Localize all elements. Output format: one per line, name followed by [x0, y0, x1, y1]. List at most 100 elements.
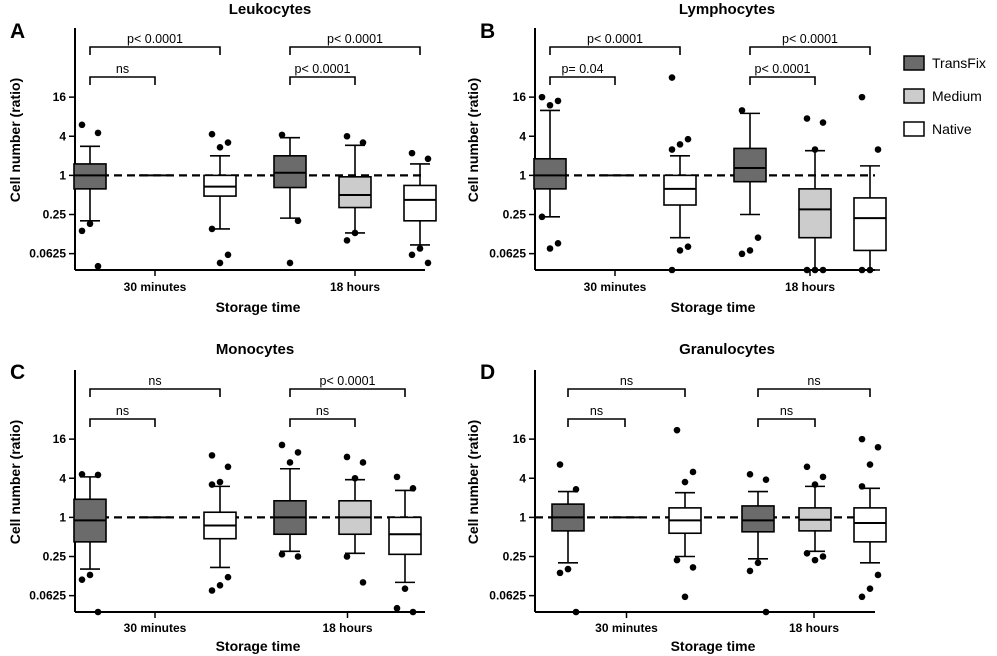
x-axis-label: Storage time — [671, 299, 756, 315]
outlier-point — [224, 251, 232, 259]
bracket-line — [289, 76, 356, 85]
panel-title: Granulocytes — [679, 341, 775, 358]
panel-title: Lymphocytes — [679, 1, 775, 18]
outlier-point — [754, 559, 762, 567]
y-axis-label: Cell number (ratio) — [465, 420, 481, 544]
outlier-point — [668, 146, 676, 153]
significance-bracket: p< 0.0001 — [549, 32, 681, 55]
box-transfix — [741, 471, 775, 616]
bracket-line — [749, 46, 871, 55]
outlier-point — [208, 130, 216, 138]
outlier-point — [538, 213, 546, 221]
outlier-point — [746, 471, 754, 478]
bracket-line — [757, 418, 816, 427]
box-transfix — [273, 131, 307, 267]
x-tick-label: 30 minutes — [124, 621, 187, 635]
bracket-line — [757, 388, 871, 397]
box-native — [663, 74, 697, 274]
outlier-point — [754, 234, 762, 241]
significance-bracket: ns — [567, 374, 686, 397]
significance-bracket: ns — [757, 374, 871, 397]
panel-lymphocytes: B Lymphocytes 16 4 1 0.25 0.0625 Cell number (r… — [465, 1, 887, 315]
box-medium — [338, 132, 372, 244]
outlier-point — [668, 266, 676, 274]
x-tick-label: 30 minutes — [595, 621, 658, 635]
box-iqr — [663, 174, 697, 206]
x-tick-label: 30 minutes — [124, 280, 187, 294]
outlier-point — [294, 449, 302, 456]
bracket-line — [567, 418, 626, 427]
outlier-point — [762, 476, 770, 484]
box-iqr — [741, 505, 775, 533]
significance-bracket: p< 0.0001 — [749, 32, 871, 55]
outlier-point — [286, 459, 294, 466]
outlier-point — [819, 119, 827, 126]
outlier-point — [216, 259, 224, 267]
legend-label-medium: Medium — [932, 88, 982, 104]
bracket-label: ns — [590, 404, 603, 418]
panel-granulocytes: D Granulocytes 16 4 1 0.25 0.0625 Cell number (… — [465, 341, 887, 654]
outlier-point — [572, 486, 580, 493]
bracket-line — [89, 76, 156, 85]
bracket-line — [289, 418, 356, 427]
outlier-point — [811, 481, 819, 488]
outlier-point — [746, 567, 754, 575]
outlier-point — [684, 243, 692, 250]
box-iqr — [403, 184, 437, 222]
significance-bracket: ns — [89, 374, 221, 397]
legend-swatch-transfix — [903, 55, 925, 71]
outlier-point — [94, 471, 102, 479]
outlier-point — [78, 576, 86, 583]
outlier-point — [408, 149, 416, 157]
panel-letter: A — [10, 20, 25, 43]
outlier-point — [94, 608, 102, 616]
outlier-point — [401, 585, 409, 592]
outlier-point — [538, 93, 546, 101]
box-transfix — [551, 461, 585, 616]
outlier-point — [874, 146, 882, 153]
outlier-point — [803, 550, 811, 557]
significance-bracket: ns — [567, 404, 626, 427]
outlier-point — [819, 473, 827, 481]
significance-bracket: p< 0.0001 — [289, 62, 356, 85]
outlier-point — [556, 461, 564, 468]
significance-bracket: ns — [289, 404, 356, 427]
outlier-point — [208, 452, 216, 459]
significance-bracket: p< 0.0001 — [89, 32, 221, 55]
box-medium — [798, 115, 832, 274]
box-native — [403, 149, 437, 267]
bracket-label: ns — [148, 374, 161, 388]
outlier-point — [546, 245, 554, 252]
outlier-point — [416, 245, 424, 252]
outlier-point — [216, 144, 224, 151]
box-native — [668, 426, 702, 601]
outlier-point — [546, 101, 554, 109]
box-iqr — [798, 188, 832, 239]
outlier-point — [684, 135, 692, 143]
bracket-line — [289, 46, 421, 55]
box-native — [388, 473, 422, 616]
significance-bracket: p< 0.0001 — [749, 62, 816, 85]
panel-monocytes: C Monocytes 16 4 1 0.25 0.0625 Cell number (rat… — [7, 341, 425, 654]
box-transfix — [273, 441, 307, 560]
outlier-point — [676, 141, 684, 148]
bracket-label: ns — [780, 404, 793, 418]
y-tick-label: 1 — [519, 510, 526, 524]
outlier-point — [224, 573, 232, 581]
outlier-point — [668, 74, 676, 81]
outlier-point — [286, 259, 294, 267]
outlier-point — [359, 459, 367, 466]
x-tick-label: 18 hours — [322, 621, 372, 635]
bracket-label: ns — [316, 404, 329, 418]
outlier-point — [408, 251, 416, 259]
significance-bracket: ns — [89, 62, 156, 85]
bracket-line — [749, 76, 816, 85]
outlier-point — [424, 259, 432, 267]
outlier-point — [819, 266, 827, 274]
outlier-point — [359, 579, 367, 586]
box-transfix — [73, 121, 107, 270]
bracket-label: ns — [807, 374, 820, 388]
bracket-label: p< 0.0001 — [587, 32, 643, 46]
panels: A Leukocytes 16 4 1 0.25 0.0625 Cell number (ra… — [7, 1, 887, 654]
y-axis-label: Cell number (ratio) — [465, 78, 481, 202]
